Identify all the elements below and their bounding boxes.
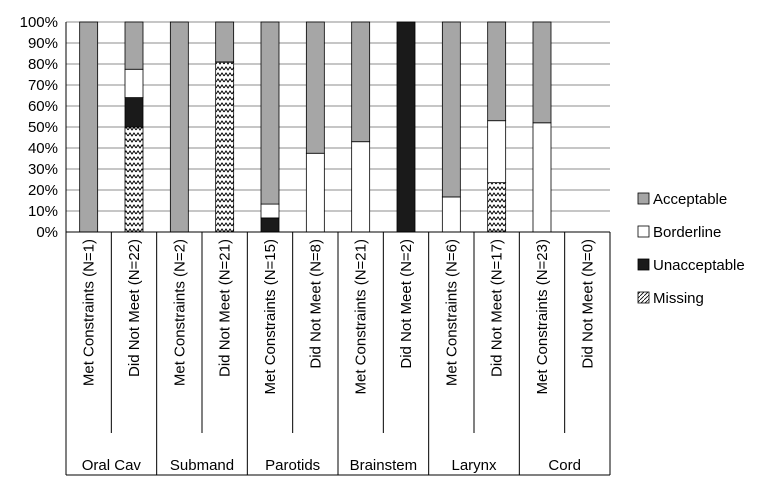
bar-segment-borderline [441,196,461,233]
bars [79,21,552,233]
legend-label: Acceptable [653,191,727,208]
bar-segment-missing [215,61,235,233]
legend-swatch-borderline [637,225,650,238]
category-label: Did Not Meet (N=17) [489,239,506,377]
category-label: Met Constraints (N=6) [443,239,460,386]
y-tick-label: 100% [20,14,58,31]
bar-segment-acceptable [124,21,144,70]
bar-segment-acceptable [79,21,99,233]
bar-segment-acceptable [169,21,189,233]
group-label: Parotids [265,457,320,474]
legend-swatch-unacceptable [637,258,650,271]
bar-segment-borderline [487,120,507,184]
group-label: Larynx [451,457,497,474]
category-label: Met Constraints (N=23) [534,239,551,394]
axes [65,22,611,476]
legend-label: Missing [653,290,704,307]
category-label: Met Constraints (N=2) [171,239,188,386]
bar-segment-borderline [305,152,325,233]
group-label: Brainstem [350,457,418,474]
y-tick-label: 10% [28,203,58,220]
bar-segment-borderline [532,122,552,233]
legend-swatch-acceptable [637,192,650,205]
x-axis-category-labels: Met Constraints (N=1) Did Not Meet (N=22)… [81,239,597,474]
bar-segment-acceptable [532,21,552,124]
y-axis-ticks: 0% 10% 20% 30% 40% 50% 60% 70% 80% 90% 100% [20,14,58,241]
bar-segment-acceptable [441,21,461,198]
bar-segment-borderline [260,203,280,219]
category-label: Met Constraints (N=1) [81,239,98,386]
y-tick-label: 0% [36,224,58,241]
bar-segment-acceptable [215,21,235,63]
bar-segment-borderline [124,68,144,99]
group-label: Submand [170,457,234,474]
bar-segment-missing [124,126,144,233]
legend-swatch-missing [637,291,650,304]
legend: Acceptable Borderline Unacceptable Missing [637,191,745,307]
y-tick-label: 60% [28,98,58,115]
bar-segment-unacceptable [124,97,144,128]
bar-segment-acceptable [487,21,507,122]
bar-segment-unacceptable [396,21,416,233]
category-label: Met Constraints (N=15) [262,239,279,394]
bar-segment-missing [487,182,507,233]
group-label: Oral Cav [82,457,142,474]
category-label: Did Not Meet (N=0) [579,239,596,369]
category-label: Did Not Meet (N=22) [126,239,143,377]
bar-segment-acceptable [351,21,371,143]
group-label: Cord [548,457,581,474]
legend-label: Unacceptable [653,257,745,274]
bar-segment-borderline [351,141,371,233]
y-tick-label: 80% [28,56,58,73]
y-tick-label: 30% [28,161,58,178]
y-tick-label: 90% [28,35,58,52]
category-label: Met Constraints (N=21) [353,239,370,394]
y-tick-label: 20% [28,182,58,199]
bar-segment-acceptable [260,21,280,205]
category-label: Did Not Meet (N=21) [217,239,234,377]
y-tick-label: 70% [28,77,58,94]
category-label: Did Not Meet (N=8) [307,239,324,369]
bar-segment-acceptable [305,21,325,154]
gridlines [66,21,610,233]
y-tick-label: 50% [28,119,58,136]
legend-label: Borderline [653,224,721,241]
category-label: Did Not Meet (N=2) [398,239,415,369]
bar-segment-unacceptable [260,217,280,233]
y-tick-label: 40% [28,140,58,157]
